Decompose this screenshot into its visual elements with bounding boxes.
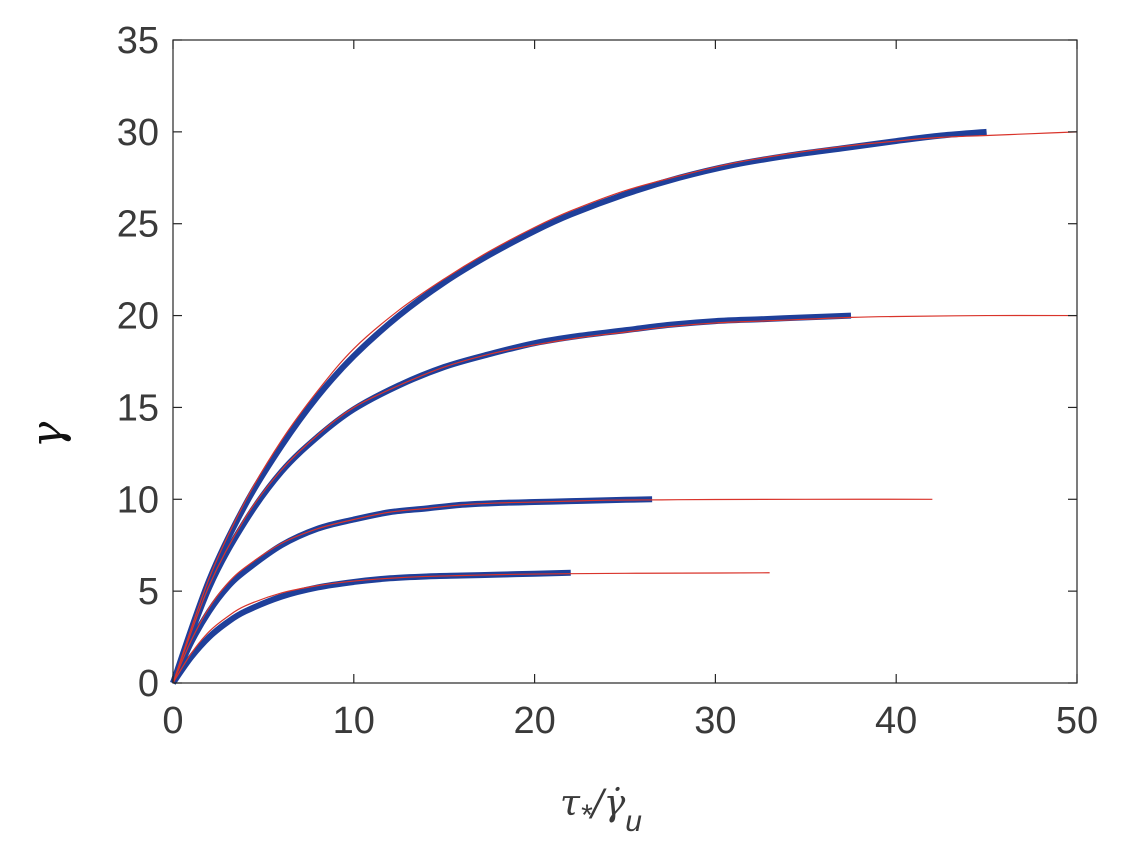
y-tick-label: 30 (117, 112, 159, 154)
y-tick-label: 20 (117, 296, 159, 338)
x-tick-label: 50 (1056, 700, 1098, 742)
svg-text:τ*/γ̇u: τ*/γ̇u (560, 783, 642, 838)
x-tick-label: 10 (333, 700, 375, 742)
series-line-thin-red (172, 498, 933, 684)
x-tick-label: 30 (694, 700, 736, 742)
x-label-gammadot-subscript: u (625, 805, 642, 838)
y-tick-label: 35 (117, 20, 159, 62)
x-label-slash: / (589, 783, 608, 824)
x-tick-label: 0 (162, 700, 183, 742)
series-line-thin-red (172, 314, 1078, 684)
plot-lines (170, 128, 1078, 685)
x-label-gammadot: γ̇ (604, 783, 626, 824)
x-label-tau-subscript: * (580, 799, 593, 832)
y-tick-label: 25 (117, 204, 159, 246)
x-tick-label: 40 (875, 700, 917, 742)
series-line-thick-blue (170, 128, 987, 684)
series-line-thin-red (172, 572, 770, 684)
x-axis-label: τ*/γ̇u (560, 783, 642, 838)
series-line-thin-red (172, 131, 1078, 684)
y-tick-label: 15 (117, 387, 159, 429)
x-label-tau: τ (560, 783, 581, 824)
x-tick-label: 20 (513, 700, 555, 742)
y-tick-label: 5 (138, 571, 159, 613)
axis-ticks: 0 10 20 30 40 50 0 5 10 15 20 25 30 35 (117, 20, 1098, 742)
y-tick-label: 0 (138, 663, 159, 705)
series-line-thick-blue (170, 569, 571, 685)
y-tick-label: 10 (117, 479, 159, 521)
plot-area-frame (172, 39, 1078, 684)
y-axis-label: γ (22, 421, 73, 448)
